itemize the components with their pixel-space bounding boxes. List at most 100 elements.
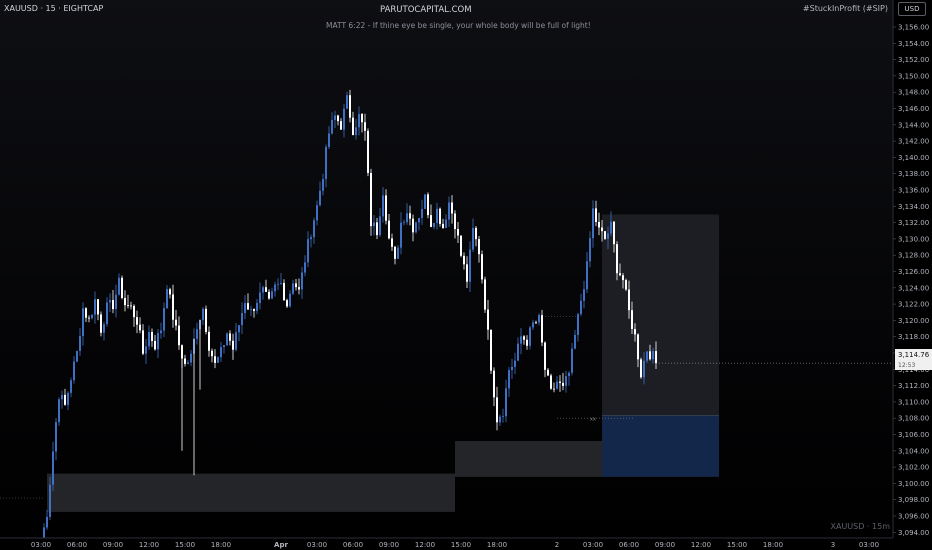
candle-body bbox=[562, 382, 564, 386]
candle-body bbox=[361, 113, 363, 123]
candle-body bbox=[295, 283, 297, 288]
candle-body bbox=[433, 222, 435, 227]
x-tick-label: 18:00 bbox=[211, 541, 231, 549]
candle-body bbox=[613, 221, 615, 245]
candle-body bbox=[283, 283, 285, 301]
candle-body bbox=[379, 216, 381, 236]
candle-body bbox=[238, 325, 240, 333]
candle-body bbox=[85, 308, 87, 318]
candle-body bbox=[214, 356, 216, 363]
candle-body bbox=[220, 347, 222, 358]
candle-body bbox=[493, 370, 495, 398]
candle-body bbox=[382, 195, 384, 217]
candle-body bbox=[439, 208, 441, 224]
candle-body bbox=[517, 343, 519, 361]
candle-body bbox=[166, 289, 168, 309]
candle-body bbox=[526, 339, 528, 346]
candle-body bbox=[409, 213, 411, 219]
candle-body bbox=[115, 294, 117, 310]
symbol-watermark: XAUUSD · 15m bbox=[830, 522, 890, 531]
candle-body bbox=[103, 324, 105, 333]
candle-body bbox=[55, 422, 57, 452]
y-tick-label: 3,100.00 bbox=[898, 480, 929, 488]
candle-body bbox=[310, 237, 312, 240]
candle-body bbox=[553, 388, 555, 390]
candle-body bbox=[229, 333, 231, 341]
y-tick-label: 3,154.00 bbox=[898, 40, 929, 48]
y-tick-label: 3,132.00 bbox=[898, 219, 929, 227]
candle-body bbox=[301, 272, 303, 290]
candle-body bbox=[127, 305, 129, 306]
candle-body bbox=[655, 351, 657, 364]
candle-body bbox=[265, 287, 267, 292]
demand-zone bbox=[47, 473, 455, 512]
x-tick-label: 15:00 bbox=[451, 541, 471, 549]
candle-body bbox=[148, 332, 150, 347]
candle-body bbox=[469, 249, 471, 282]
candle-body bbox=[607, 233, 609, 239]
currency-button[interactable]: USD bbox=[898, 2, 926, 16]
candle-body bbox=[559, 381, 561, 383]
candle-body bbox=[358, 113, 360, 128]
y-tick-label: 3,122.00 bbox=[898, 301, 929, 309]
candle-body bbox=[364, 122, 366, 131]
candle-body bbox=[625, 280, 627, 290]
candle-body bbox=[76, 350, 78, 362]
candle-body bbox=[538, 315, 540, 323]
candle-body bbox=[373, 222, 375, 227]
candle-body bbox=[181, 345, 183, 359]
x-tick-label: 09:00 bbox=[103, 541, 123, 549]
candle-body bbox=[424, 194, 426, 209]
candle-body bbox=[121, 277, 123, 298]
x-tick-label: 15:00 bbox=[727, 541, 747, 549]
candle-body bbox=[547, 369, 549, 376]
candle-body bbox=[589, 238, 591, 262]
y-tick-label: 3,094.00 bbox=[898, 529, 929, 537]
candle-body bbox=[340, 121, 342, 130]
candle-body bbox=[343, 108, 345, 130]
candle-body bbox=[280, 283, 282, 284]
candle-body bbox=[118, 277, 120, 295]
candle-body bbox=[82, 308, 84, 337]
candle-body bbox=[259, 292, 261, 304]
candle-body bbox=[421, 208, 423, 218]
candle-body bbox=[325, 146, 327, 180]
candle-body bbox=[334, 115, 336, 120]
candle-body bbox=[211, 350, 213, 357]
candle-body bbox=[133, 305, 135, 318]
x-tick-label: 03:00 bbox=[31, 541, 51, 549]
candle-body bbox=[604, 231, 606, 239]
sweep-marker: xx bbox=[590, 417, 596, 423]
x-tick-label: 03:00 bbox=[307, 541, 327, 549]
candle-body bbox=[436, 208, 438, 223]
x-tick-label: 12:00 bbox=[139, 541, 159, 549]
candle-body bbox=[226, 333, 228, 346]
candle-body bbox=[130, 305, 132, 307]
candle-body bbox=[235, 332, 237, 350]
candle-body bbox=[46, 516, 48, 528]
candle-body bbox=[250, 309, 252, 310]
y-tick-label: 3,112.00 bbox=[898, 382, 929, 390]
candle-body bbox=[277, 283, 279, 285]
candle-body bbox=[415, 222, 417, 233]
candle-body bbox=[514, 360, 516, 367]
candle-body bbox=[463, 255, 465, 265]
candle-body bbox=[160, 330, 162, 334]
symbol-label[interactable]: XAUUSD · 15 · EIGHTCAP bbox=[4, 4, 104, 13]
candle-body bbox=[112, 300, 114, 310]
candle-body bbox=[502, 416, 504, 417]
x-tick-label: 03:00 bbox=[859, 541, 879, 549]
candle-body bbox=[175, 319, 177, 326]
candle-body bbox=[400, 222, 402, 248]
candle-body bbox=[640, 359, 642, 378]
x-tick-label: 09:00 bbox=[655, 541, 675, 549]
candle-body bbox=[529, 327, 531, 346]
y-tick-label: 3,106.00 bbox=[898, 431, 929, 439]
y-tick-label: 3,150.00 bbox=[898, 72, 929, 80]
x-tick-label: 18:00 bbox=[487, 541, 507, 549]
candle-body bbox=[286, 300, 288, 307]
candle-body bbox=[532, 322, 534, 328]
y-tick-label: 3,148.00 bbox=[898, 89, 929, 97]
